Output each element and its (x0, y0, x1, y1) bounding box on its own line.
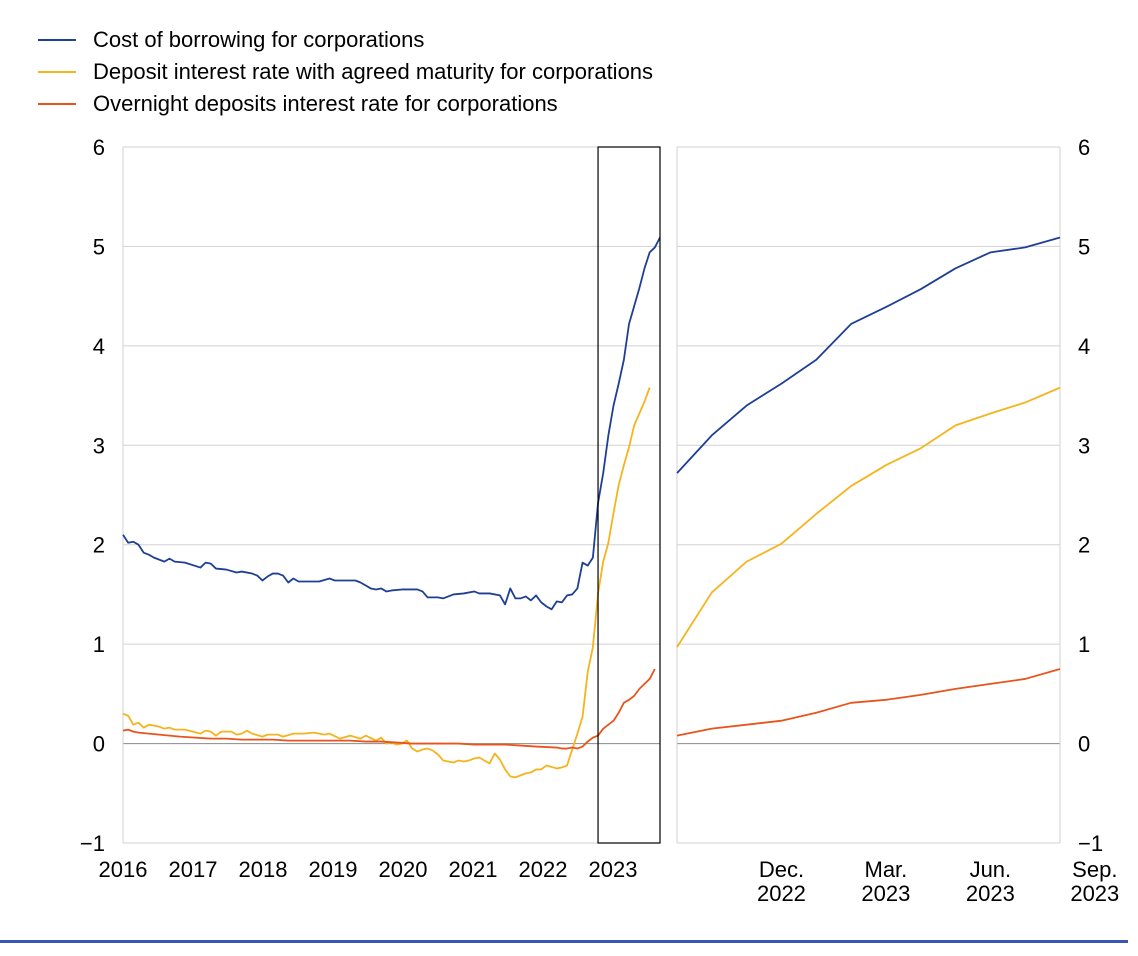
legend-label: Overnight deposits interest rate for cor… (93, 91, 558, 116)
y-tick-label-right: 3 (1078, 433, 1090, 458)
x-tick-label-left: 2023 (589, 857, 638, 882)
y-tick-label-left: 0 (93, 732, 105, 757)
y-tick-label-right: 6 (1078, 135, 1090, 160)
y-tick-label-right: 4 (1078, 334, 1090, 359)
x-tick-label-left: 2018 (239, 857, 288, 882)
left-series-line-cost-of-borrowing (122, 237, 661, 611)
y-tick-label-left: 1 (93, 632, 105, 657)
y-tick-label-left: 6 (93, 135, 105, 160)
x-tick-label-right: Sep. 2023 (1070, 857, 1119, 906)
x-tick-label-left: 2016 (99, 857, 148, 882)
left-series-line-deposit-agreed-maturity (122, 387, 651, 779)
highlight-box (597, 146, 661, 844)
legend-label: Cost of borrowing for corporations (93, 27, 425, 52)
legend-swatch-deposit-agreed-maturity (38, 71, 76, 73)
x-tick-label-right: Dec. 2022 (757, 857, 806, 906)
x-tick-label-left: 2020 (379, 857, 428, 882)
x-tick-label-right: Mar. 2023 (861, 857, 910, 906)
y-tick-label-right: 0 (1078, 732, 1090, 757)
x-tick-label-right: Jun. 2023 (966, 857, 1015, 906)
y-tick-label-left: 2 (93, 533, 105, 558)
y-tick-label-left: 4 (93, 334, 105, 359)
x-tick-label-left: 2017 (169, 857, 218, 882)
y-tick-label-right: 2 (1078, 533, 1090, 558)
bottom-rule (0, 940, 1128, 943)
left-series-line-overnight-deposits (122, 668, 656, 750)
x-tick-label-left: 2019 (309, 857, 358, 882)
y-tick-label-right: 5 (1078, 234, 1090, 259)
x-tick-label-left: 2021 (449, 857, 498, 882)
legend-swatch-cost-of-borrowing (38, 39, 76, 41)
y-tick-label-left: −1 (80, 831, 105, 856)
y-tick-label-left: 3 (93, 433, 105, 458)
right-series-line-overnight-deposits (676, 668, 1061, 737)
y-tick-label-right: −1 (1078, 831, 1103, 856)
right-series-line-cost-of-borrowing (676, 236, 1061, 474)
legend-swatch-overnight-deposits (38, 103, 76, 105)
x-tick-label-left: 2022 (519, 857, 568, 882)
y-tick-label-left: 5 (93, 234, 105, 259)
y-tick-label-right: 1 (1078, 632, 1090, 657)
right-series-line-deposit-agreed-maturity (676, 386, 1061, 648)
legend-label: Deposit interest rate with agreed maturi… (93, 59, 654, 84)
